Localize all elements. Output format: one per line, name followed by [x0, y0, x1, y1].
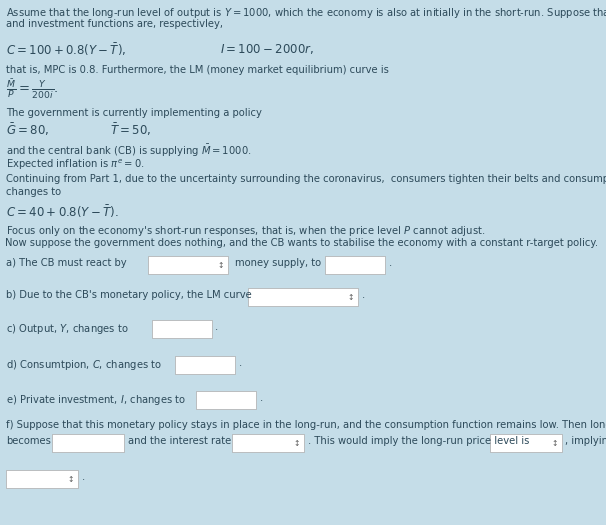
FancyBboxPatch shape [325, 256, 385, 274]
Text: Focus only on the economy's short-run responses, that is, when the price level $: Focus only on the economy's short-run re… [6, 224, 485, 238]
FancyBboxPatch shape [490, 434, 562, 452]
FancyBboxPatch shape [152, 320, 212, 338]
Text: ↕: ↕ [348, 292, 354, 301]
Text: $\bar{G} = 80,$: $\bar{G} = 80,$ [6, 122, 49, 139]
Text: $I = 100 - 2000r,$: $I = 100 - 2000r,$ [220, 42, 314, 56]
Text: changes to: changes to [6, 187, 61, 197]
Text: The government is currently implementing a policy: The government is currently implementing… [6, 108, 262, 118]
FancyBboxPatch shape [175, 356, 235, 374]
Text: $\frac{\bar{M}}{P} = \frac{Y}{200i}.$: $\frac{\bar{M}}{P} = \frac{Y}{200i}.$ [6, 78, 59, 101]
FancyBboxPatch shape [196, 391, 256, 409]
FancyBboxPatch shape [6, 470, 78, 488]
Text: ↕: ↕ [294, 438, 300, 447]
Text: Expected inflation is $\pi^e = 0$.: Expected inflation is $\pi^e = 0$. [6, 158, 145, 172]
Text: and the central bank (CB) is supplying $\bar{M} = 1000$.: and the central bank (CB) is supplying $… [6, 143, 251, 159]
Text: Assume that the long-run level of output is $Y = 1000$, which the economy is als: Assume that the long-run level of output… [6, 6, 606, 20]
Text: Continuing from Part 1, due to the uncertainty surrounding the coronavirus,  con: Continuing from Part 1, due to the uncer… [6, 174, 606, 184]
Text: a) The CB must react by: a) The CB must react by [6, 258, 127, 268]
FancyBboxPatch shape [248, 288, 358, 306]
Text: . This would imply the long-run price level is: . This would imply the long-run price le… [308, 436, 530, 446]
FancyBboxPatch shape [52, 434, 124, 452]
Text: Now suppose the government does nothing, and the CB wants to stabilise the econo: Now suppose the government does nothing,… [5, 238, 598, 248]
Text: .: . [239, 358, 242, 368]
Text: .: . [389, 258, 392, 268]
Text: .: . [362, 290, 365, 300]
Text: , implying a sharp: , implying a sharp [565, 436, 606, 446]
Text: .: . [82, 472, 85, 482]
Text: .: . [215, 322, 218, 332]
Text: that is, MPC is 0.8. Furthermore, the LM (money market equilibrium) curve is: that is, MPC is 0.8. Furthermore, the LM… [6, 65, 389, 75]
Text: d) Consumtpion, $C$, changes to: d) Consumtpion, $C$, changes to [6, 358, 162, 372]
Text: .: . [260, 393, 263, 403]
Text: ↕: ↕ [218, 260, 224, 269]
Text: ↕: ↕ [551, 438, 558, 447]
FancyBboxPatch shape [232, 434, 304, 452]
Text: c) Output, $Y$, changes to: c) Output, $Y$, changes to [6, 322, 128, 336]
Text: e) Private investment, $I$, changes to: e) Private investment, $I$, changes to [6, 393, 186, 407]
Text: and the interest rate: and the interest rate [128, 436, 231, 446]
Text: becomes: becomes [6, 436, 51, 446]
Text: f) Suppose that this monetary policy stays in place in the long-run, and the con: f) Suppose that this monetary policy sta… [6, 420, 606, 430]
Text: b) Due to the CB's monetary policy, the LM curve: b) Due to the CB's monetary policy, the … [6, 290, 251, 300]
Text: $C = 100 + 0.8(Y - \bar{T}),$: $C = 100 + 0.8(Y - \bar{T}),$ [6, 42, 127, 58]
FancyBboxPatch shape [148, 256, 228, 274]
Text: ↕: ↕ [68, 475, 74, 484]
Text: $C = 40 + 0.8(Y - \bar{T}).$: $C = 40 + 0.8(Y - \bar{T}).$ [6, 204, 119, 220]
Text: and investment functions are, respectivley,: and investment functions are, respectivl… [6, 19, 223, 29]
Text: $\bar{T} = 50,$: $\bar{T} = 50,$ [110, 122, 151, 139]
Text: money supply, to: money supply, to [235, 258, 321, 268]
